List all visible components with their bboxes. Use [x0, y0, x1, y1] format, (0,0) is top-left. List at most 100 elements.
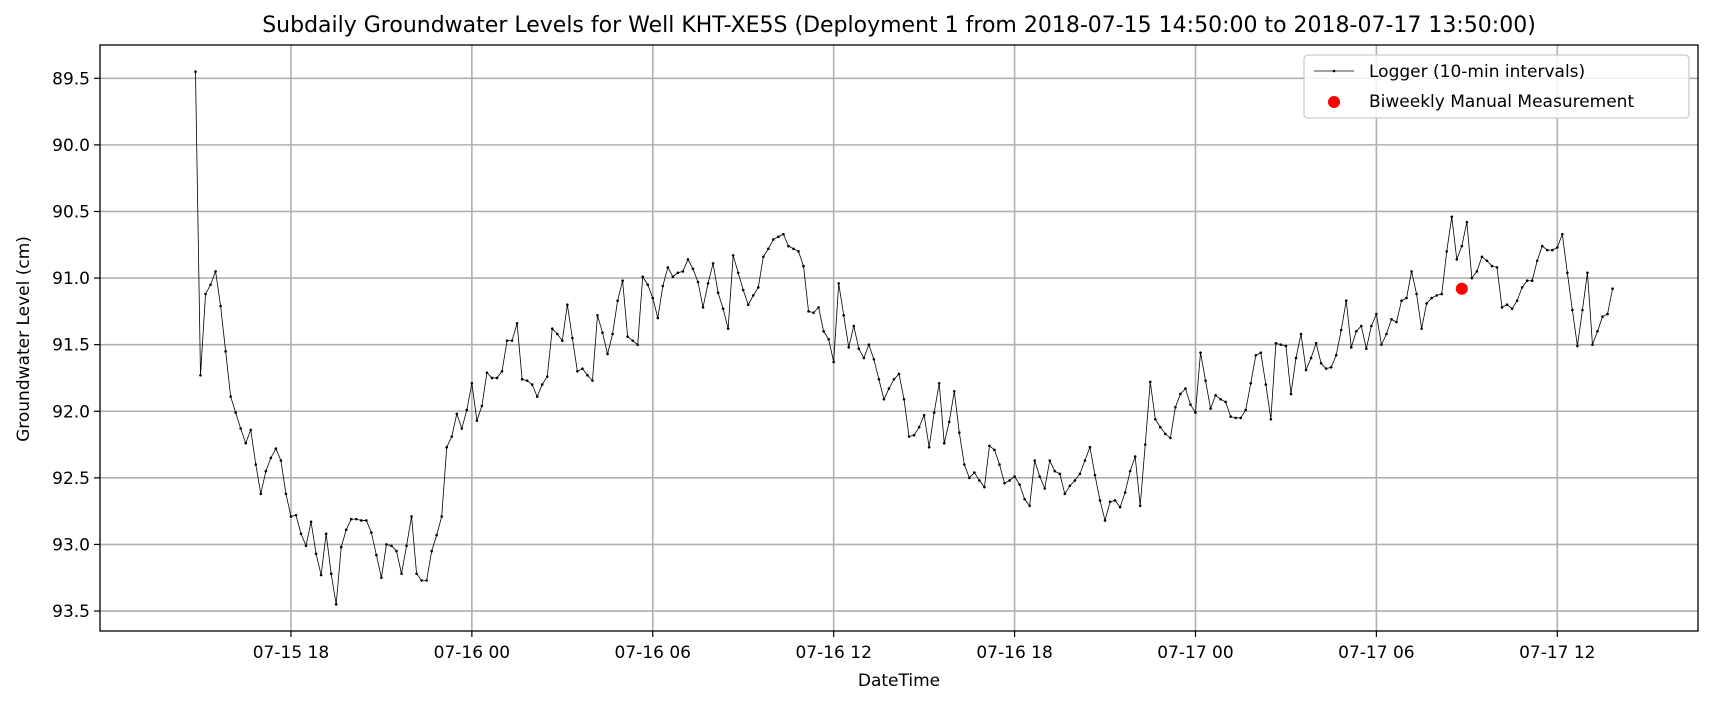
- y-tick-label: 93.0: [52, 535, 90, 555]
- logger-point: [887, 387, 891, 390]
- logger-point: [731, 254, 735, 257]
- logger-point: [1581, 308, 1584, 312]
- y-tick-label: 91.0: [52, 269, 90, 289]
- logger-point: [339, 545, 343, 549]
- logger-point: [1209, 407, 1212, 410]
- logger-point: [365, 519, 368, 522]
- logger-point: [1153, 417, 1157, 421]
- logger-point: [1093, 473, 1097, 477]
- logger-point: [294, 513, 298, 517]
- logger-point: [978, 479, 981, 482]
- logger-point: [1314, 342, 1318, 345]
- logger-point: [862, 356, 866, 360]
- logger-point: [254, 463, 258, 466]
- logger-point: [998, 463, 1001, 466]
- x-tick-label: 07-16 06: [615, 643, 691, 663]
- logger-point: [224, 350, 227, 353]
- logger-point: [812, 311, 815, 315]
- logger-point: [686, 258, 690, 261]
- logger-point: [1204, 379, 1207, 382]
- logger-point: [1098, 499, 1102, 502]
- logger-point: [1113, 499, 1117, 502]
- logger-point: [465, 408, 469, 412]
- logger-point: [917, 425, 921, 429]
- legend: Logger (10-min intervals) Biweekly Manua…: [1303, 54, 1690, 119]
- logger-point: [832, 360, 835, 364]
- logger-point: [902, 397, 906, 401]
- logger-point: [405, 544, 408, 548]
- logger-point: [209, 283, 212, 287]
- logger-point: [259, 492, 263, 496]
- logger-point: [736, 271, 740, 275]
- logger-point: [420, 579, 423, 582]
- logger-point: [1415, 292, 1418, 296]
- logger-point: [1360, 324, 1363, 328]
- logger-point: [802, 264, 805, 268]
- logger-point: [1586, 271, 1589, 275]
- logger-point: [852, 324, 856, 328]
- logger-point: [611, 332, 614, 336]
- logger-point: [1058, 472, 1062, 476]
- logger-point: [545, 375, 549, 378]
- logger-point: [1339, 328, 1343, 332]
- grid-lines: [100, 45, 1698, 631]
- logger-point: [892, 377, 896, 381]
- logger-point: [1224, 400, 1227, 404]
- logger-point: [646, 283, 650, 287]
- logger-point: [877, 377, 881, 381]
- logger-point: [897, 372, 901, 376]
- logger-point: [505, 339, 509, 342]
- logger-point: [1259, 351, 1263, 354]
- logger-point: [1264, 383, 1268, 386]
- logger-point: [440, 515, 444, 518]
- logger-point: [550, 327, 554, 330]
- y-tick-label: 92.5: [52, 469, 90, 489]
- logger-point: [1395, 320, 1398, 324]
- logger-point: [555, 332, 559, 336]
- logger-point: [380, 576, 383, 580]
- logger-point: [475, 419, 479, 422]
- logger-point: [641, 275, 645, 279]
- logger-point: [1490, 264, 1494, 268]
- logger-point: [1179, 392, 1182, 396]
- logger-point: [626, 335, 629, 338]
- logger-point: [842, 314, 846, 317]
- logger-point: [1460, 244, 1464, 248]
- logger-point: [1279, 343, 1283, 346]
- logger-point: [787, 244, 790, 248]
- y-tick-label: 90.0: [52, 136, 90, 156]
- logger-point: [460, 427, 464, 430]
- logger-point: [1410, 270, 1413, 273]
- logger-point: [932, 411, 936, 414]
- logger-point: [782, 232, 785, 236]
- logger-point: [274, 447, 278, 450]
- logger-point: [621, 279, 624, 283]
- logger-point: [1269, 417, 1273, 421]
- logger-point: [696, 280, 700, 284]
- logger-point: [1591, 343, 1594, 346]
- logger-point: [1108, 500, 1112, 504]
- chart-title: Subdaily Groundwater Levels for Well KHT…: [262, 13, 1536, 38]
- logger-point: [1470, 276, 1474, 280]
- logger-point: [485, 371, 489, 374]
- y-axis-label: Groundwater Level (cm): [14, 236, 34, 442]
- logger-point: [309, 520, 313, 524]
- logger-point: [319, 573, 323, 577]
- logger-point: [576, 370, 579, 373]
- logger-point: [1329, 366, 1333, 369]
- logger-point: [882, 397, 886, 401]
- logger-point: [676, 271, 680, 275]
- logger-point: [1063, 492, 1067, 496]
- logger-point: [726, 327, 730, 330]
- x-tick-label: 07-16 12: [795, 643, 871, 663]
- logger-point: [1515, 299, 1519, 303]
- x-tick-label: 07-17 00: [1157, 643, 1233, 663]
- logger-point: [1354, 330, 1358, 333]
- logger-point: [1174, 405, 1177, 409]
- logger-point: [314, 552, 318, 556]
- logger-point: [968, 476, 971, 480]
- logger-point: [1244, 408, 1248, 412]
- y-tick-label: 90.5: [52, 202, 90, 222]
- logger-point: [375, 553, 378, 557]
- x-axis-label: DateTime: [858, 671, 940, 691]
